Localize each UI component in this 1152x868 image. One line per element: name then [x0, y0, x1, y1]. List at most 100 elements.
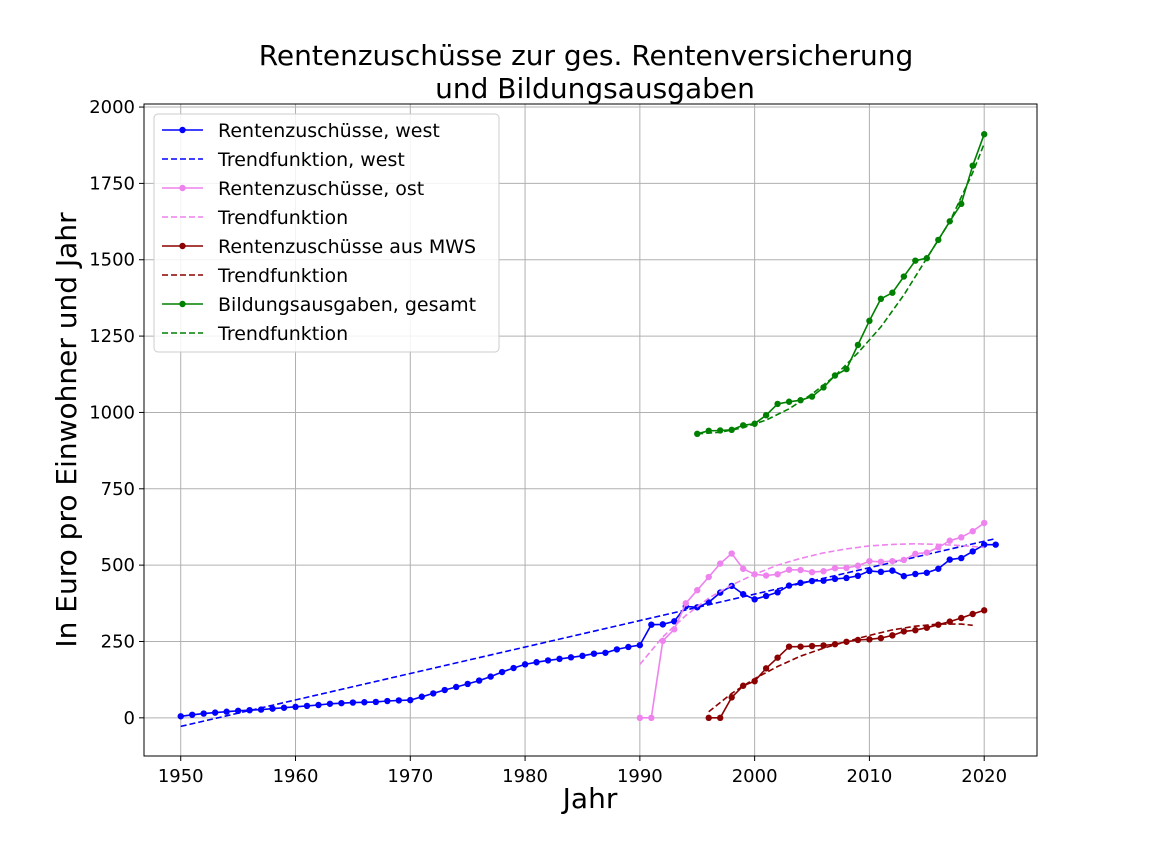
data-point	[866, 636, 873, 643]
data-point	[900, 628, 908, 635]
data-point	[946, 556, 953, 563]
data-point	[234, 707, 242, 715]
data-point	[521, 661, 529, 668]
data-point	[728, 694, 735, 701]
legend-label: Rentenzuschüsse, west	[218, 120, 440, 142]
data-point	[981, 607, 988, 614]
data-point	[728, 426, 735, 434]
data-point	[958, 534, 965, 541]
x-tick-label: 2020	[961, 766, 1007, 787]
y-tick-label: 1250	[89, 326, 135, 347]
x-tick-label: 1990	[617, 766, 663, 787]
data-point	[923, 569, 931, 576]
data-point	[579, 652, 586, 660]
data-point	[889, 567, 896, 574]
x-axis-label: Jahr	[561, 782, 618, 815]
series-line	[180, 543, 996, 718]
data-point	[613, 646, 621, 653]
series-line	[180, 537, 996, 728]
series-group	[177, 541, 999, 720]
data-point	[487, 673, 494, 680]
x-tick-label: 1950	[158, 766, 204, 787]
data-point	[762, 592, 770, 600]
data-point	[441, 686, 448, 694]
data-point	[877, 558, 885, 565]
data-point	[211, 709, 219, 716]
data-point	[177, 713, 184, 720]
data-point	[912, 550, 919, 558]
data-point	[912, 626, 919, 634]
data-point	[189, 711, 196, 718]
y-tick-label: 1750	[89, 173, 135, 194]
data-point	[315, 701, 322, 709]
data-point	[602, 649, 609, 656]
data-point	[992, 541, 999, 548]
data-point	[912, 257, 919, 264]
series-group	[639, 542, 985, 665]
series-line	[639, 522, 985, 719]
legend-label: Rentenzuschüsse, ost	[218, 178, 424, 200]
data-point	[946, 618, 953, 625]
data-point	[935, 621, 942, 628]
data-point	[808, 577, 816, 585]
series-group	[694, 131, 988, 438]
data-point	[774, 571, 781, 578]
y-tick-label: 2000	[89, 97, 135, 118]
data-point	[923, 624, 931, 631]
legend-marker	[179, 300, 186, 308]
data-point	[717, 560, 724, 567]
data-point	[200, 710, 207, 717]
data-point	[808, 642, 816, 650]
data-point	[774, 654, 781, 661]
legend-label: Trendfunktion, west	[217, 149, 405, 171]
legend-label: Trendfunktion	[217, 265, 348, 287]
data-point	[889, 632, 896, 639]
data-point	[900, 572, 908, 580]
legend-marker	[179, 184, 186, 192]
data-point	[843, 574, 850, 582]
data-point	[671, 618, 678, 625]
data-point	[981, 519, 988, 527]
data-point	[981, 131, 988, 138]
chart-title-line1: Rentenzuschüsse zur ges. Rentenversicher…	[259, 39, 914, 72]
data-point	[877, 295, 885, 303]
data-point	[682, 600, 689, 607]
data-point	[958, 554, 965, 562]
data-point	[820, 642, 827, 649]
data-point	[372, 698, 380, 706]
y-tick-label: 1000	[89, 402, 135, 423]
data-point	[326, 700, 334, 707]
series-group	[697, 143, 985, 435]
legend-marker	[179, 126, 186, 134]
plot-area	[177, 131, 999, 728]
data-point	[407, 696, 414, 704]
data-point	[969, 528, 976, 535]
data-point	[866, 567, 873, 575]
series-group	[180, 537, 996, 728]
data-point	[762, 411, 770, 419]
data-point	[567, 654, 575, 661]
data-point	[762, 572, 770, 579]
data-point	[969, 548, 976, 555]
data-point	[900, 273, 908, 280]
data-point	[430, 690, 437, 697]
data-point	[418, 693, 425, 700]
data-point	[797, 566, 804, 574]
y-tick-label: 250	[101, 631, 135, 652]
data-point	[648, 714, 655, 722]
data-point	[705, 573, 712, 581]
data-point	[912, 570, 919, 578]
data-point	[717, 714, 724, 722]
data-point	[533, 659, 540, 666]
legend-label: Trendfunktion	[217, 323, 348, 345]
data-point	[762, 665, 770, 672]
plot-frame	[143, 103, 1038, 757]
data-point	[843, 564, 850, 572]
series-line	[696, 133, 985, 435]
y-tick-label: 500	[101, 555, 135, 576]
data-point	[854, 572, 862, 580]
data-point	[544, 657, 552, 664]
data-point	[223, 708, 230, 715]
x-tick-label: 1980	[502, 766, 548, 787]
